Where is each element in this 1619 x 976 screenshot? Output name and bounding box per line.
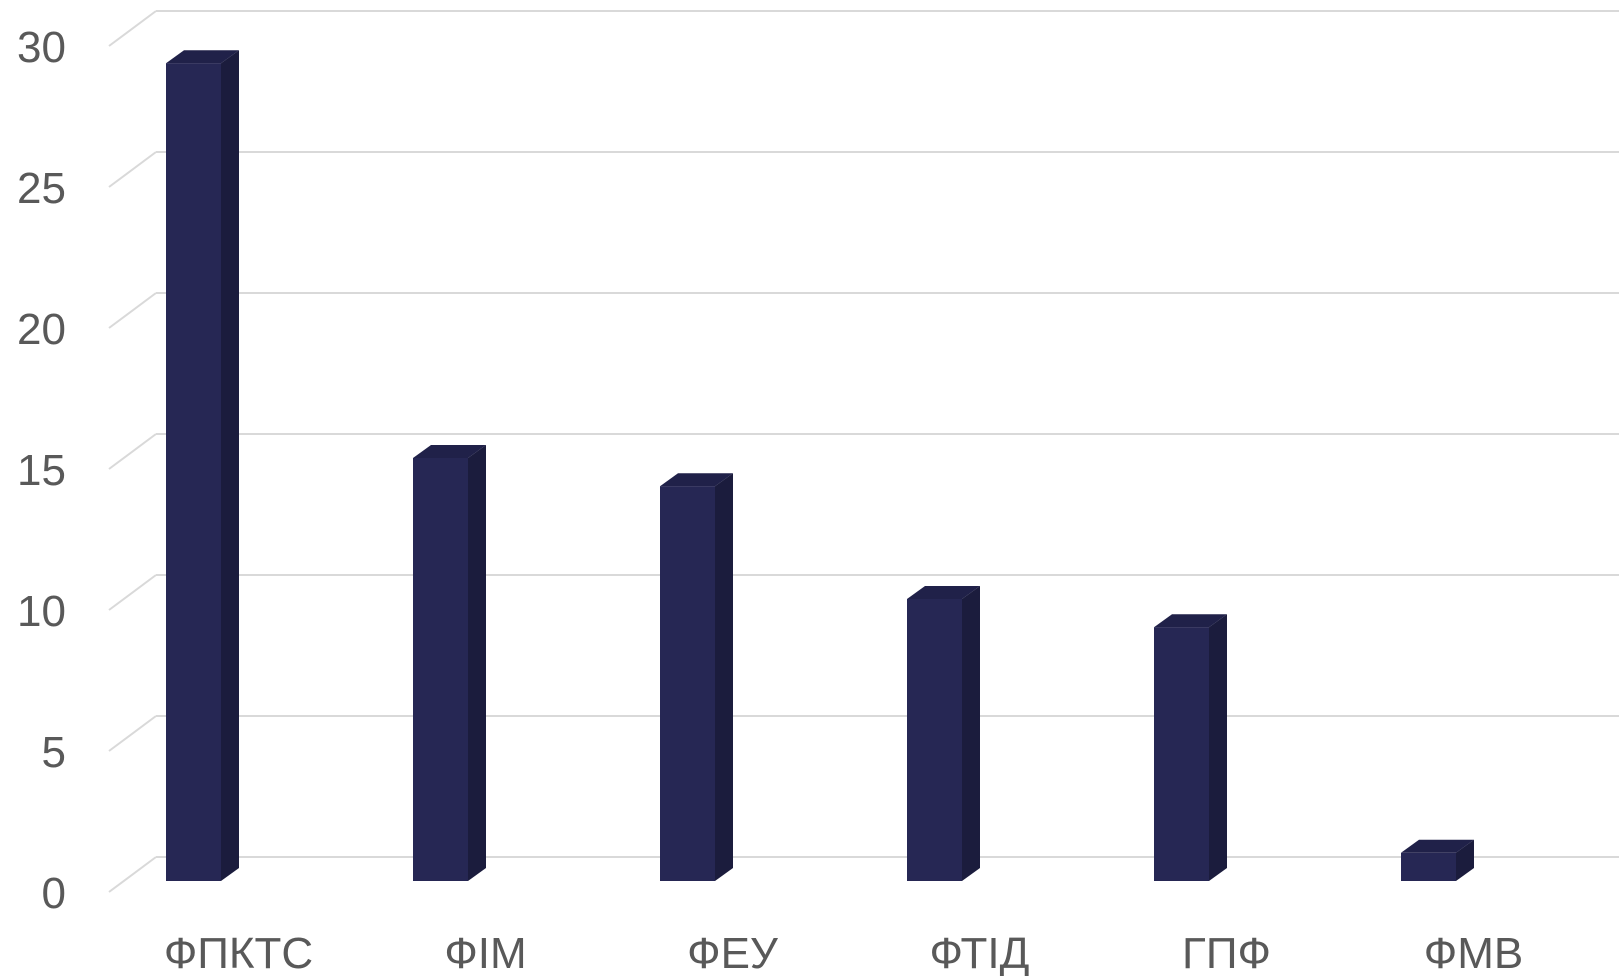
bar-top [166, 50, 239, 64]
bar-side [221, 50, 239, 881]
gridline-side-15 [108, 433, 157, 470]
x-category-label: ГПФ [1182, 929, 1271, 976]
x-category-label: ФТІД [930, 929, 1030, 976]
bar-side [715, 473, 733, 881]
gridline-side-10 [108, 574, 157, 611]
y-tick-label: 25 [17, 164, 66, 213]
bar [166, 50, 239, 881]
bar [907, 586, 980, 881]
bar-top [660, 473, 733, 487]
gridline-side-5 [108, 715, 157, 752]
x-axis-category-labels: ФПКТС ФІМ ФЕУ ФТІД ГПФ ФМВ [164, 929, 1523, 976]
bar-top [1154, 614, 1227, 628]
bar [1154, 614, 1227, 881]
y-tick-label: 0 [42, 869, 66, 918]
bar-side [1456, 839, 1474, 881]
gridline-side-0 [108, 856, 157, 893]
y-tick-label: 5 [42, 728, 66, 777]
x-category-label: ФІМ [444, 929, 526, 976]
y-tick-label: 30 [17, 23, 66, 72]
bar [1401, 839, 1474, 881]
bar-front [1401, 852, 1456, 881]
y-axis-tick-labels: 0 5 10 15 20 25 30 [17, 23, 66, 918]
gridline-side-25 [108, 151, 157, 188]
bar-front [413, 458, 468, 881]
bar [413, 445, 486, 881]
gridlines [108, 10, 1619, 893]
y-tick-label: 10 [17, 587, 66, 636]
y-tick-label: 15 [17, 446, 66, 495]
bar-side [1209, 614, 1227, 881]
bar-side [468, 445, 486, 881]
gridline-side-30 [108, 10, 157, 47]
bar [660, 473, 733, 881]
x-category-label: ФМВ [1424, 929, 1523, 976]
bars [166, 50, 1474, 881]
bar-top [1401, 839, 1474, 853]
gridline-side-20 [108, 292, 157, 329]
bar-side [962, 586, 980, 881]
bar-front [1154, 627, 1209, 881]
bar-front [660, 486, 715, 881]
x-category-label: ФПКТС [164, 929, 313, 976]
y-tick-label: 20 [17, 305, 66, 354]
x-category-label: ФЕУ [687, 929, 779, 976]
bar-top [907, 586, 980, 599]
bar-front [907, 599, 962, 881]
bar-top [413, 445, 486, 458]
bar-front [166, 63, 221, 881]
